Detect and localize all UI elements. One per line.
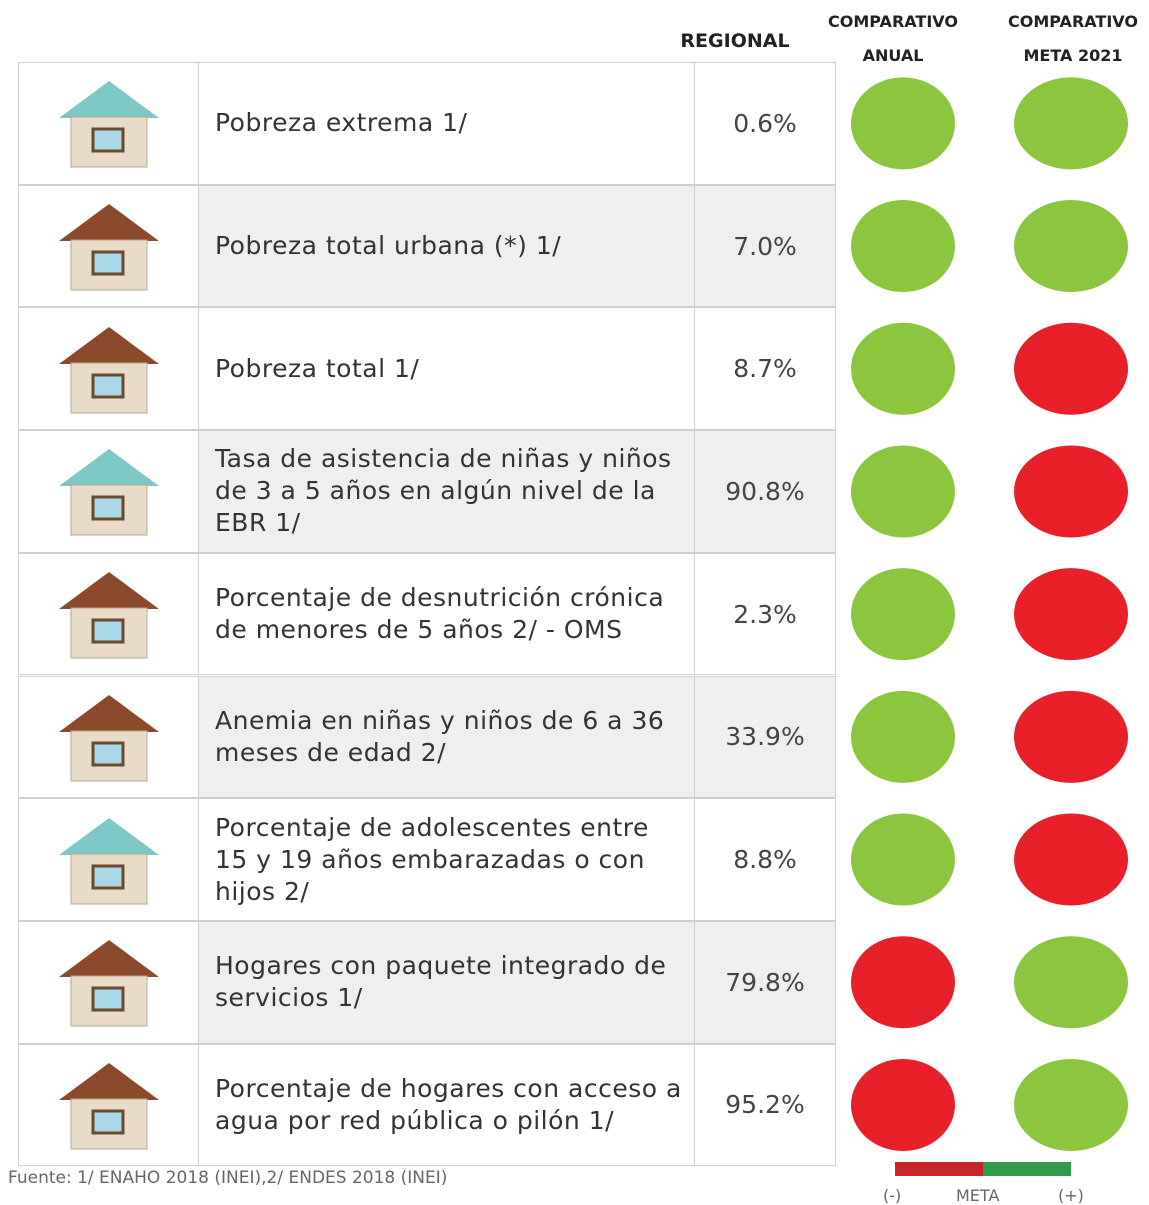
status-anual xyxy=(851,568,955,660)
status-meta xyxy=(1014,936,1128,1028)
status-anual xyxy=(851,323,955,415)
page: REGIONAL COMPARATIVO ANUAL COMPARATIVO M… xyxy=(0,0,1149,1205)
status-meta xyxy=(1014,691,1128,783)
status-anual xyxy=(851,691,955,783)
status-anual xyxy=(851,814,955,906)
status-meta xyxy=(1014,568,1128,660)
footer-source: Fuente: 1/ ENAHO 2018 (INEI),2/ ENDES 20… xyxy=(8,1168,447,1188)
status-anual xyxy=(851,1059,955,1151)
legend-bar-green xyxy=(983,1162,1071,1176)
status-anual xyxy=(851,200,955,292)
status-meta xyxy=(1014,814,1128,906)
legend-bar-red xyxy=(895,1162,983,1176)
legend-meta: META xyxy=(956,1186,999,1205)
status-meta xyxy=(1014,1059,1128,1151)
status-meta xyxy=(1014,200,1128,292)
status-anual xyxy=(851,445,955,537)
status-anual xyxy=(851,936,955,1028)
status-meta xyxy=(1014,323,1128,415)
legend-minus: (-) xyxy=(883,1186,901,1205)
status-meta xyxy=(1014,445,1128,537)
status-anual xyxy=(851,77,955,169)
status-layer xyxy=(0,0,1149,1205)
status-meta xyxy=(1014,77,1128,169)
legend-plus: (+) xyxy=(1058,1186,1084,1205)
